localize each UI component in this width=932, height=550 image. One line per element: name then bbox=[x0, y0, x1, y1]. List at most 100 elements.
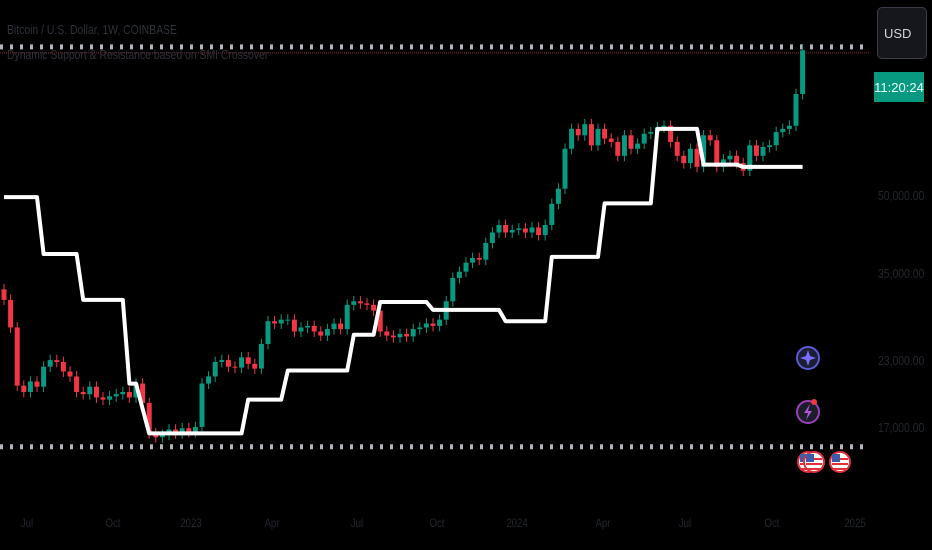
candle-body bbox=[694, 148, 700, 167]
candle-body bbox=[14, 327, 20, 386]
candle-body bbox=[701, 135, 707, 167]
price-label: 35,000.00 bbox=[878, 266, 925, 281]
candle-body bbox=[668, 125, 674, 142]
candle-body bbox=[331, 323, 337, 330]
candle-body bbox=[476, 258, 482, 260]
candle-body bbox=[714, 140, 720, 167]
candle-body bbox=[351, 301, 357, 305]
price-label: 23,000.00 bbox=[878, 353, 925, 368]
time-label: 2023 bbox=[180, 516, 202, 530]
candle-body bbox=[615, 141, 621, 156]
candle-body bbox=[344, 304, 350, 330]
candle-body bbox=[707, 135, 713, 141]
currency-button[interactable]: USD bbox=[877, 7, 927, 59]
candle-body bbox=[423, 323, 429, 328]
candle-body bbox=[496, 224, 502, 233]
candle-body bbox=[503, 224, 509, 233]
candle-body bbox=[357, 301, 363, 304]
candle-body bbox=[67, 371, 73, 377]
candle-body bbox=[252, 363, 258, 369]
candle-body bbox=[371, 304, 377, 311]
candle-body bbox=[272, 321, 278, 324]
time-label: 2024 bbox=[506, 516, 528, 530]
candle-body bbox=[126, 392, 132, 398]
candle-body bbox=[324, 329, 330, 336]
candle-body bbox=[410, 329, 416, 337]
candle-body bbox=[760, 147, 766, 156]
time-label: Jul bbox=[678, 516, 692, 530]
candle-body bbox=[648, 132, 654, 134]
candle-body bbox=[107, 396, 113, 400]
candle-body bbox=[384, 331, 390, 336]
lightning-icon bbox=[796, 399, 820, 424]
candle-body bbox=[800, 50, 806, 94]
candle-body bbox=[140, 383, 146, 404]
time-label: Oct bbox=[429, 516, 445, 530]
candle-body bbox=[34, 381, 40, 387]
candle-body bbox=[430, 323, 436, 326]
candle-body bbox=[588, 124, 594, 146]
candle-body bbox=[206, 376, 212, 384]
candle-body bbox=[483, 242, 489, 260]
candle-body bbox=[516, 228, 522, 230]
candle-body bbox=[773, 132, 779, 146]
candle-body bbox=[661, 125, 667, 128]
candle-body bbox=[397, 333, 403, 338]
time-label: 2025 bbox=[844, 516, 866, 530]
candle-body bbox=[192, 426, 198, 433]
candle-body bbox=[60, 361, 66, 372]
candle-body bbox=[450, 277, 456, 302]
us-flag-icon bbox=[829, 451, 851, 473]
candle-body bbox=[793, 93, 799, 126]
symbol-title[interactable]: Bitcoin / U.S. Dollar, 1W, COINBASE bbox=[7, 22, 177, 37]
candle-body bbox=[509, 229, 515, 233]
candle-body bbox=[404, 333, 410, 337]
candle-body bbox=[245, 357, 251, 364]
candle-body bbox=[569, 128, 575, 149]
candle-body bbox=[199, 383, 205, 427]
candle-body bbox=[186, 428, 192, 433]
candle-body bbox=[179, 428, 185, 434]
candle-body bbox=[338, 323, 344, 330]
candle-body bbox=[456, 271, 462, 278]
candle-body bbox=[47, 360, 53, 367]
candle-body bbox=[258, 344, 264, 369]
candle-body bbox=[608, 138, 614, 142]
candle-body bbox=[536, 227, 542, 236]
candle-body bbox=[278, 319, 284, 324]
candle-body bbox=[437, 319, 443, 326]
time-label: Apr bbox=[264, 516, 280, 530]
candle-body bbox=[87, 386, 93, 395]
indicator-title[interactable]: Dynamic Support & Resistance based on SM… bbox=[7, 47, 269, 62]
price-label: 50,000.00 bbox=[878, 188, 925, 203]
candle-body bbox=[727, 155, 733, 160]
candle-body bbox=[602, 128, 608, 139]
candle-body bbox=[212, 361, 218, 377]
candle-body bbox=[120, 392, 126, 395]
candle-body bbox=[285, 319, 291, 321]
candle-body bbox=[780, 128, 786, 133]
candle-body bbox=[621, 135, 627, 156]
candle-body bbox=[239, 357, 245, 368]
candle-body bbox=[681, 155, 687, 164]
sparkle-icon bbox=[796, 346, 820, 370]
candle-body bbox=[377, 310, 383, 332]
candle-body bbox=[291, 319, 297, 332]
candle-body bbox=[265, 321, 271, 345]
candle-body bbox=[232, 366, 238, 368]
candle-body bbox=[74, 376, 80, 393]
candle-body bbox=[113, 394, 119, 397]
candle-body bbox=[470, 258, 476, 263]
candle-body bbox=[41, 366, 47, 387]
candle-body bbox=[734, 155, 740, 164]
us-flag-icon bbox=[803, 451, 825, 473]
candle-body bbox=[305, 325, 311, 328]
candle-body bbox=[27, 381, 33, 393]
candle-body bbox=[767, 145, 773, 148]
candle-body bbox=[674, 141, 680, 156]
candle-body bbox=[641, 133, 647, 144]
candle-body bbox=[93, 386, 99, 398]
candle-body bbox=[555, 188, 561, 204]
candle-body bbox=[146, 403, 152, 434]
